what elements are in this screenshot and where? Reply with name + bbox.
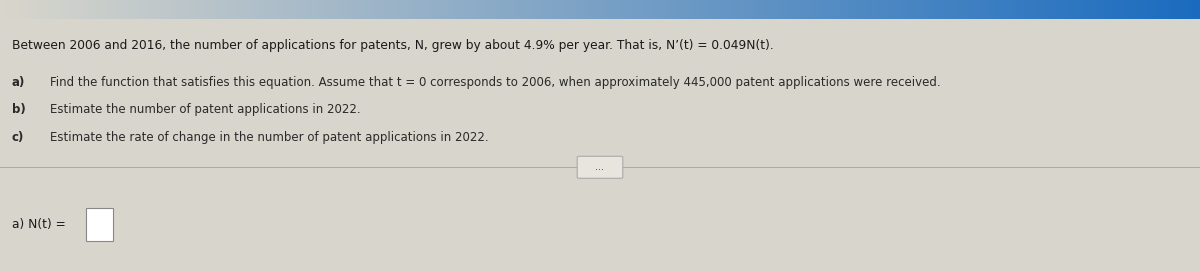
Text: Between 2006 and 2016, the number of applications for patents, N, grew by about : Between 2006 and 2016, the number of app…	[12, 39, 774, 52]
Text: b): b)	[12, 103, 25, 116]
Bar	[86, 208, 113, 241]
Text: Estimate the rate of change in the number of patent applications in 2022.: Estimate the rate of change in the numbe…	[50, 131, 490, 144]
Text: c): c)	[12, 131, 24, 144]
Text: Find the function that satisfies this equation. Assume that t = 0 corresponds to: Find the function that satisfies this eq…	[50, 76, 941, 89]
Text: a): a)	[12, 76, 25, 89]
Text: ...: ...	[595, 162, 605, 172]
FancyBboxPatch shape	[577, 156, 623, 178]
Text: a) N(t) =: a) N(t) =	[12, 218, 66, 231]
Text: Estimate the number of patent applications in 2022.: Estimate the number of patent applicatio…	[50, 103, 361, 116]
